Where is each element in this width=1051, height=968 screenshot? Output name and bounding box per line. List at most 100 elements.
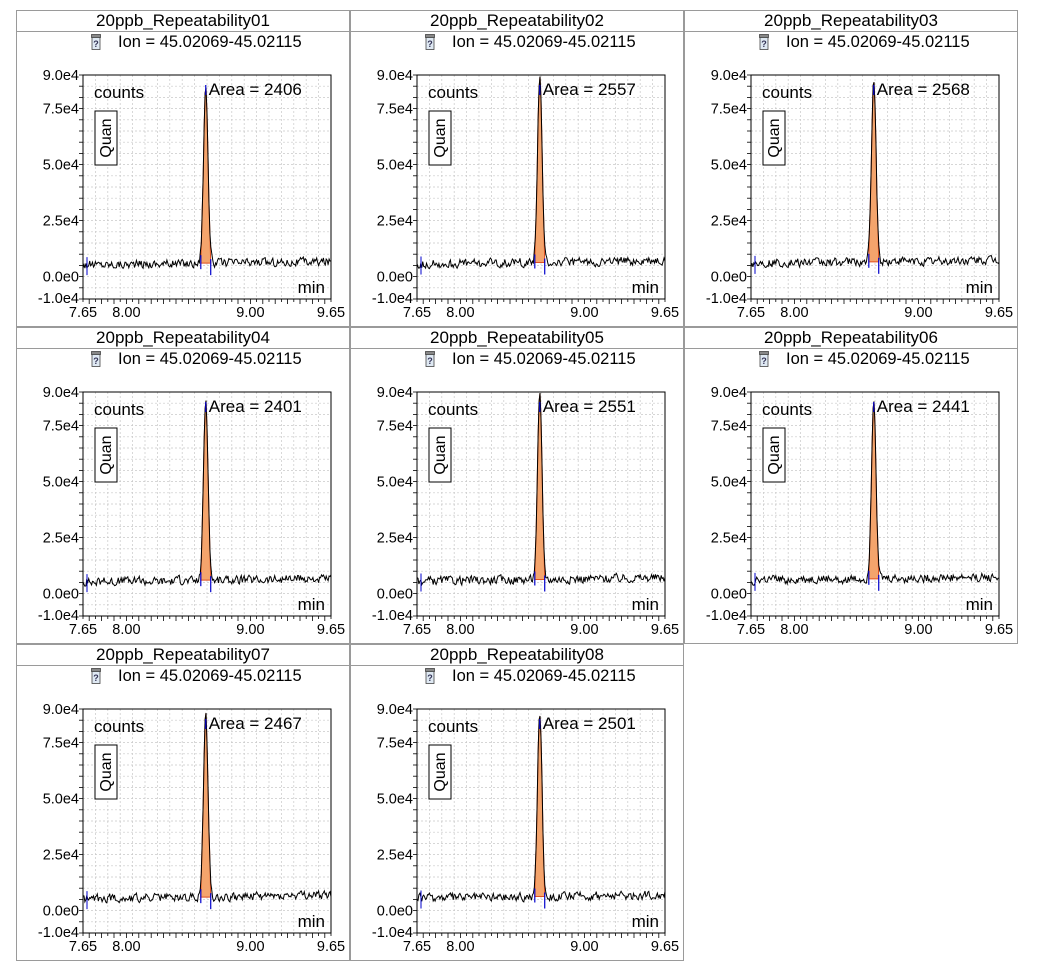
x-tick-label: 9.00 [904,305,932,321]
y-tick-label: 9.0e4 [377,385,413,401]
x-tick-label: 9.65 [317,305,345,321]
y-tick-label: 2.5e4 [43,214,79,230]
x-tick-label: 7.65 [737,305,765,321]
quan-badge: Quan [94,427,118,483]
peak-area-label: Area = 2406 [209,80,302,99]
y-tick-label: 9.0e4 [43,68,79,84]
y-tick-label: 9.0e4 [711,385,747,401]
ion-range-label: Ion = 45.02069-45.02115 [452,33,636,51]
x-tick-label: 9.00 [236,622,264,638]
x-tick-label: 7.65 [403,305,431,321]
plot-frame [750,391,1000,617]
x-tick-label: 7.65 [403,939,431,955]
chromatogram-trace [416,715,666,903]
peak-area-label: Area = 2401 [209,397,302,416]
panel-title: 20ppb_Repeatability04 [17,328,349,349]
panel-title: 20ppb_Repeatability01 [17,11,349,32]
y-tick-label: 0.0e0 [377,270,413,286]
x-axis-label: min [632,595,659,614]
counts-label: counts [762,83,812,102]
x-tick-label: 9.00 [904,622,932,638]
y-tick-label: 0.0e0 [43,904,79,920]
svg-text:?: ? [93,673,99,683]
x-axis-label: min [632,912,659,931]
y-tick-label: 0.0e0 [43,587,79,603]
peak-area-label: Area = 2501 [543,714,636,733]
quan-badge: Quan [762,110,786,166]
x-tick-label: 7.65 [69,622,97,638]
y-tick-label: 9.0e4 [711,68,747,84]
x-axis-label: min [298,278,325,297]
y-tick-label: 7.5e4 [377,419,413,435]
chromatogram-panel: 20ppb_Repeatability02? Ion = 45.02069-45.… [350,10,684,327]
quan-label: Quan [432,752,449,791]
chromatogram-trace [750,401,1000,586]
quan-badge: Quan [94,110,118,166]
chromatogram-trace [82,88,332,270]
sample-vial-icon: ? [91,668,101,684]
sample-vial-icon: ? [425,668,435,684]
x-axis-label: min [632,278,659,297]
peak-area-label: Area = 2557 [543,80,636,99]
sample-vial-icon: ? [425,351,435,367]
chromatogram-trace [82,712,332,904]
y-tick-label: 7.5e4 [43,736,79,752]
y-tick-label: 2.5e4 [711,531,747,547]
chromatogram-trace [416,393,666,587]
quan-label: Quan [766,118,783,157]
plot-frame [416,708,666,934]
chromatogram-panel: 20ppb_Repeatability07? Ion = 45.02069-45.… [16,644,350,961]
y-tick-label: -1.0e4 [706,291,747,307]
x-axis-label: min [298,912,325,931]
chromatogram-panel: 20ppb_Repeatability05? Ion = 45.02069-45.… [350,327,684,644]
sample-vial-icon: ? [759,34,769,50]
quan-label: Quan [432,118,449,157]
x-tick-label: 9.00 [570,939,598,955]
chromatogram-panel: 20ppb_Repeatability08? Ion = 45.02069-45.… [350,644,684,961]
x-tick-label: 8.00 [780,622,808,638]
counts-label: counts [428,717,478,736]
x-tick-label: 9.65 [985,622,1013,638]
panel-title: 20ppb_Repeatability06 [685,328,1017,349]
chromatogram-trace [750,82,1000,269]
sample-vial-icon: ? [91,34,101,50]
y-tick-label: 5.0e4 [43,158,79,174]
y-tick-label: 7.5e4 [711,102,747,118]
x-tick-label: 9.00 [570,305,598,321]
quan-label: Quan [432,435,449,474]
svg-text:?: ? [761,356,767,366]
y-tick-label: 5.0e4 [711,158,747,174]
counts-label: counts [428,83,478,102]
x-tick-label: 7.65 [69,305,97,321]
panel-title: 20ppb_Repeatability02 [351,11,683,32]
svg-text:?: ? [761,39,767,49]
ion-range-label: Ion = 45.02069-45.02115 [786,33,970,51]
x-tick-label: 7.65 [69,939,97,955]
y-tick-label: 0.0e0 [711,587,747,603]
x-tick-label: 8.00 [112,622,140,638]
svg-text:?: ? [93,356,99,366]
y-tick-label: -1.0e4 [38,291,79,307]
y-tick-label: -1.0e4 [38,608,79,624]
x-tick-label: 8.00 [446,305,474,321]
peak-area-label: Area = 2441 [877,397,970,416]
sample-vial-icon: ? [425,34,435,50]
y-tick-label: 0.0e0 [43,270,79,286]
quan-label: Quan [766,435,783,474]
y-tick-label: 5.0e4 [377,158,413,174]
y-tick-label: 7.5e4 [43,102,79,118]
ion-range-label: Ion = 45.02069-45.02115 [452,667,636,685]
y-tick-label: 5.0e4 [377,475,413,491]
y-tick-label: 0.0e0 [711,270,747,286]
panel-title: 20ppb_Repeatability03 [685,11,1017,32]
chromatogram-panel: 20ppb_Repeatability04? Ion = 45.02069-45.… [16,327,350,644]
y-tick-label: 7.5e4 [377,736,413,752]
y-tick-label: 7.5e4 [43,419,79,435]
quan-label: Quan [98,435,115,474]
plot-frame [82,391,332,617]
plot-frame [82,708,332,934]
peak-area-label: Area = 2551 [543,397,636,416]
